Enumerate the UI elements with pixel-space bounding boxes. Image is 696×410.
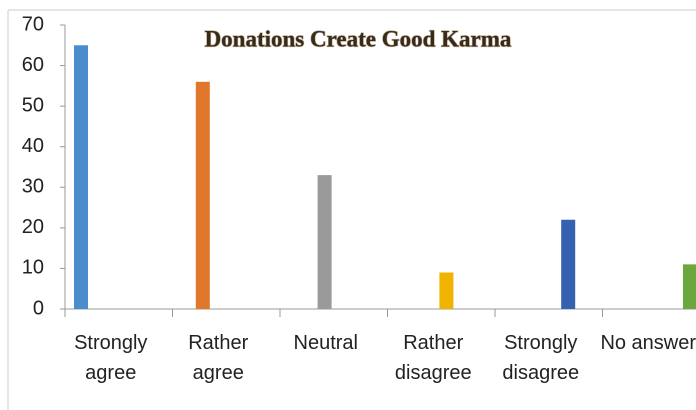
- y-tick-label: 50: [22, 94, 44, 116]
- y-tick-label: 20: [22, 216, 44, 238]
- x-tick-label: Rather agree: [188, 332, 249, 384]
- bar: [683, 264, 696, 309]
- bar: [317, 175, 332, 309]
- y-tick-label: 40: [22, 135, 44, 157]
- x-tick-label: Neutral: [293, 332, 358, 354]
- y-tick-label: 60: [22, 54, 44, 76]
- y-tick-label: 10: [22, 257, 44, 279]
- x-tick-label: No answer: [600, 332, 696, 354]
- y-tick-label: 0: [33, 297, 44, 319]
- bar: [74, 45, 88, 310]
- x-tick-label: Strongly disagree: [502, 332, 580, 384]
- bar: [439, 272, 454, 309]
- y-tick-label: 70: [22, 13, 44, 35]
- bar: [561, 219, 576, 309]
- x-tick-label: Rather disagree: [394, 332, 472, 384]
- y-tick-label: 30: [22, 176, 44, 198]
- x-tick-label: Strongly agree: [74, 332, 148, 384]
- chart-title: Donations Create Good Karma: [205, 26, 512, 51]
- bar: [195, 81, 210, 309]
